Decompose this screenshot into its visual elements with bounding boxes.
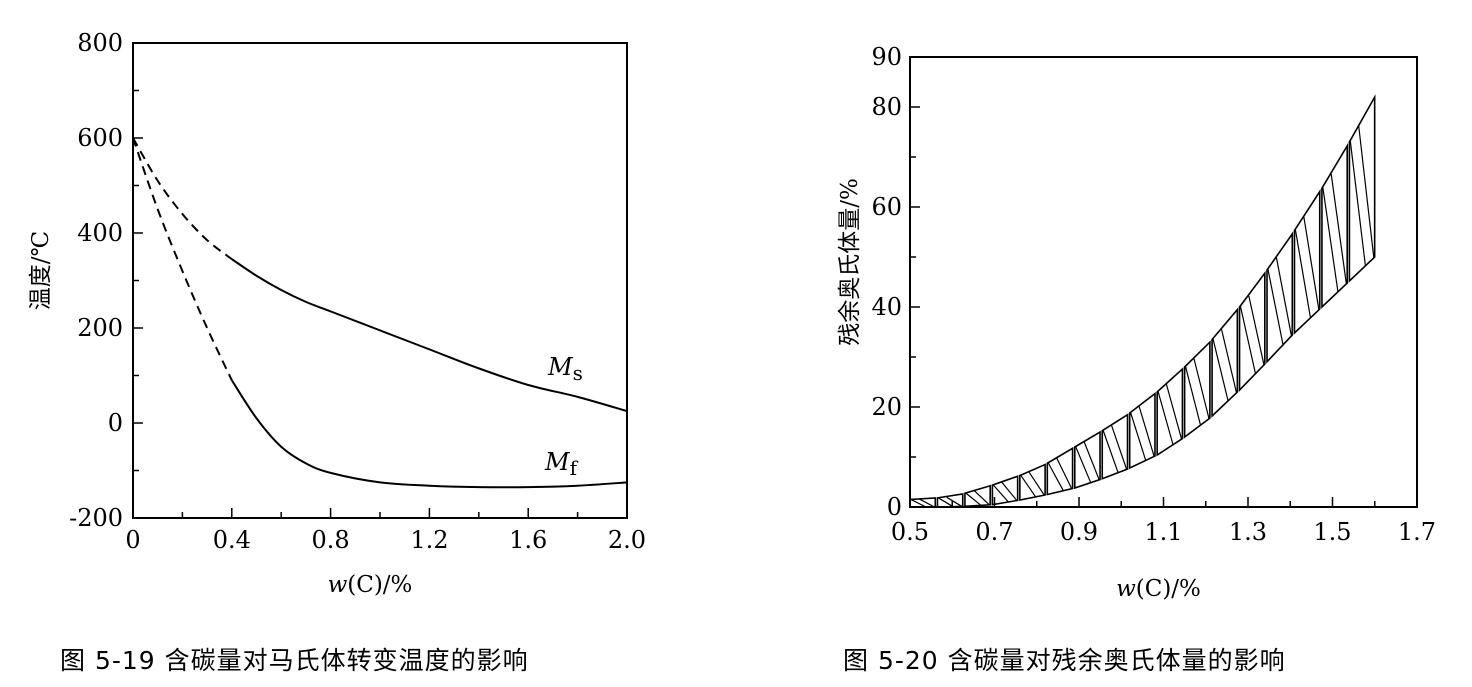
x-tick-label: 0.9 bbox=[1060, 518, 1098, 546]
band-hatch bbox=[1212, 338, 1229, 401]
y-tick-label: 90 bbox=[871, 43, 902, 71]
x-tick-label: 1.1 bbox=[1144, 518, 1182, 546]
band-hatch bbox=[1193, 358, 1210, 420]
x-tick-label: 1.3 bbox=[1229, 518, 1267, 546]
plot-frame bbox=[132, 42, 628, 519]
y-tick-label: 400 bbox=[77, 219, 123, 247]
y-axis-label: 温度/℃ bbox=[28, 231, 54, 310]
x-axis-label: w(C)/% bbox=[328, 572, 413, 598]
y-tick-label: 600 bbox=[77, 124, 123, 152]
band-hatch bbox=[1358, 125, 1375, 258]
series-line-s bbox=[231, 258, 628, 413]
band-hatch bbox=[1001, 481, 1018, 501]
band-hatch bbox=[910, 498, 927, 508]
x-tick-label: 1.5 bbox=[1313, 518, 1351, 546]
band-block bbox=[1211, 307, 1239, 418]
band-hatch bbox=[992, 484, 1009, 503]
y-axis-label: 残余奥氏体量/% bbox=[837, 178, 863, 346]
band-hatch bbox=[1138, 405, 1155, 457]
band-hatch bbox=[1047, 462, 1064, 491]
y-tick-label: 0 bbox=[108, 409, 123, 437]
band-hatch bbox=[937, 497, 954, 508]
band-block bbox=[1019, 463, 1046, 501]
band-block bbox=[991, 475, 1019, 506]
x-axis-label: w(C)/% bbox=[1116, 576, 1201, 602]
series-line-dashed-s bbox=[132, 137, 233, 260]
y-tick-label: 200 bbox=[77, 314, 123, 342]
band-hatch bbox=[1102, 430, 1119, 474]
chart-martensite-temperature: 0 0.4 0.8 1.2 1.6 2.0-2000200400600800w(C)/%温… bbox=[28, 29, 646, 675]
band-hatch bbox=[1157, 391, 1174, 446]
band-hatch bbox=[1303, 216, 1320, 310]
band-block bbox=[1293, 188, 1321, 335]
band-block bbox=[1321, 142, 1348, 309]
band-hatch bbox=[973, 490, 990, 506]
series-label-f: Mf bbox=[544, 448, 579, 480]
x-tick-label: 0.4 bbox=[213, 526, 251, 554]
figure-caption: 图 5-19 含碳量对马氏体转变温度的影响 bbox=[60, 646, 529, 675]
band-hatch bbox=[1129, 412, 1147, 461]
band-hatch bbox=[1267, 268, 1284, 345]
band-block bbox=[1183, 340, 1211, 439]
x-tick-label: 0 bbox=[125, 526, 140, 554]
band-hatch bbox=[1075, 446, 1092, 484]
band-hatch bbox=[1056, 457, 1073, 489]
band-block bbox=[1128, 391, 1156, 470]
band-block bbox=[909, 497, 937, 508]
band-hatch bbox=[1083, 441, 1100, 481]
y-tick-label: 0 bbox=[887, 493, 902, 521]
band-hatch bbox=[946, 496, 963, 507]
plot-frame bbox=[909, 56, 1418, 508]
x-tick-label: 2.0 bbox=[608, 526, 646, 554]
band-hatch bbox=[1110, 425, 1128, 470]
band-block bbox=[1238, 270, 1266, 392]
band-block bbox=[964, 484, 991, 508]
y-tick-label: -200 bbox=[69, 504, 123, 532]
y-tick-label: 20 bbox=[871, 393, 902, 421]
band-block bbox=[936, 492, 964, 508]
band-block bbox=[1073, 430, 1101, 490]
band-hatch bbox=[1165, 384, 1183, 440]
band-hatch bbox=[1028, 471, 1045, 496]
band-hatch bbox=[918, 498, 935, 508]
x-tick-label: 1.6 bbox=[509, 526, 547, 554]
band-hatch bbox=[1220, 328, 1238, 394]
x-tick-label: 1.2 bbox=[410, 526, 448, 554]
band-hatch bbox=[1349, 140, 1366, 266]
band-hatch bbox=[1322, 186, 1339, 292]
x-tick-label: 0.5 bbox=[891, 518, 929, 546]
band-block bbox=[1156, 367, 1184, 457]
x-tick-label: 0.8 bbox=[312, 526, 350, 554]
figure-caption: 图 5-20 含碳量对残余奥氏体量的影响 bbox=[843, 646, 1286, 675]
band-hatch bbox=[1020, 474, 1037, 498]
band-block bbox=[1046, 446, 1074, 496]
y-tick-label: 60 bbox=[871, 193, 902, 221]
band-hatch bbox=[1330, 173, 1347, 284]
band-block bbox=[1348, 94, 1376, 283]
band-hatch bbox=[1184, 366, 1202, 426]
band-block bbox=[1266, 231, 1294, 364]
band-hatch bbox=[1294, 229, 1312, 318]
x-tick-label: 1.7 bbox=[1398, 518, 1436, 546]
band-block bbox=[1101, 413, 1129, 480]
series-label-s: Ms bbox=[547, 353, 583, 385]
y-tick-label: 800 bbox=[77, 29, 123, 57]
band-hatch bbox=[965, 492, 982, 506]
band-hatch bbox=[1239, 305, 1257, 375]
y-tick-label: 80 bbox=[871, 93, 902, 121]
x-tick-label: 0.7 bbox=[975, 518, 1013, 546]
series-line-f bbox=[230, 379, 628, 489]
chart-retained-austenite: 0.5 0.7 0.9 1.1 1.3 1.5 1.7 0 20 40 60 80 90 w(C)/% 残余… bbox=[837, 43, 1436, 675]
series-line-dashed-f bbox=[132, 137, 233, 381]
y-tick-label: 40 bbox=[871, 293, 902, 321]
band-hatch bbox=[1275, 256, 1293, 336]
band-hatch bbox=[1248, 295, 1265, 366]
